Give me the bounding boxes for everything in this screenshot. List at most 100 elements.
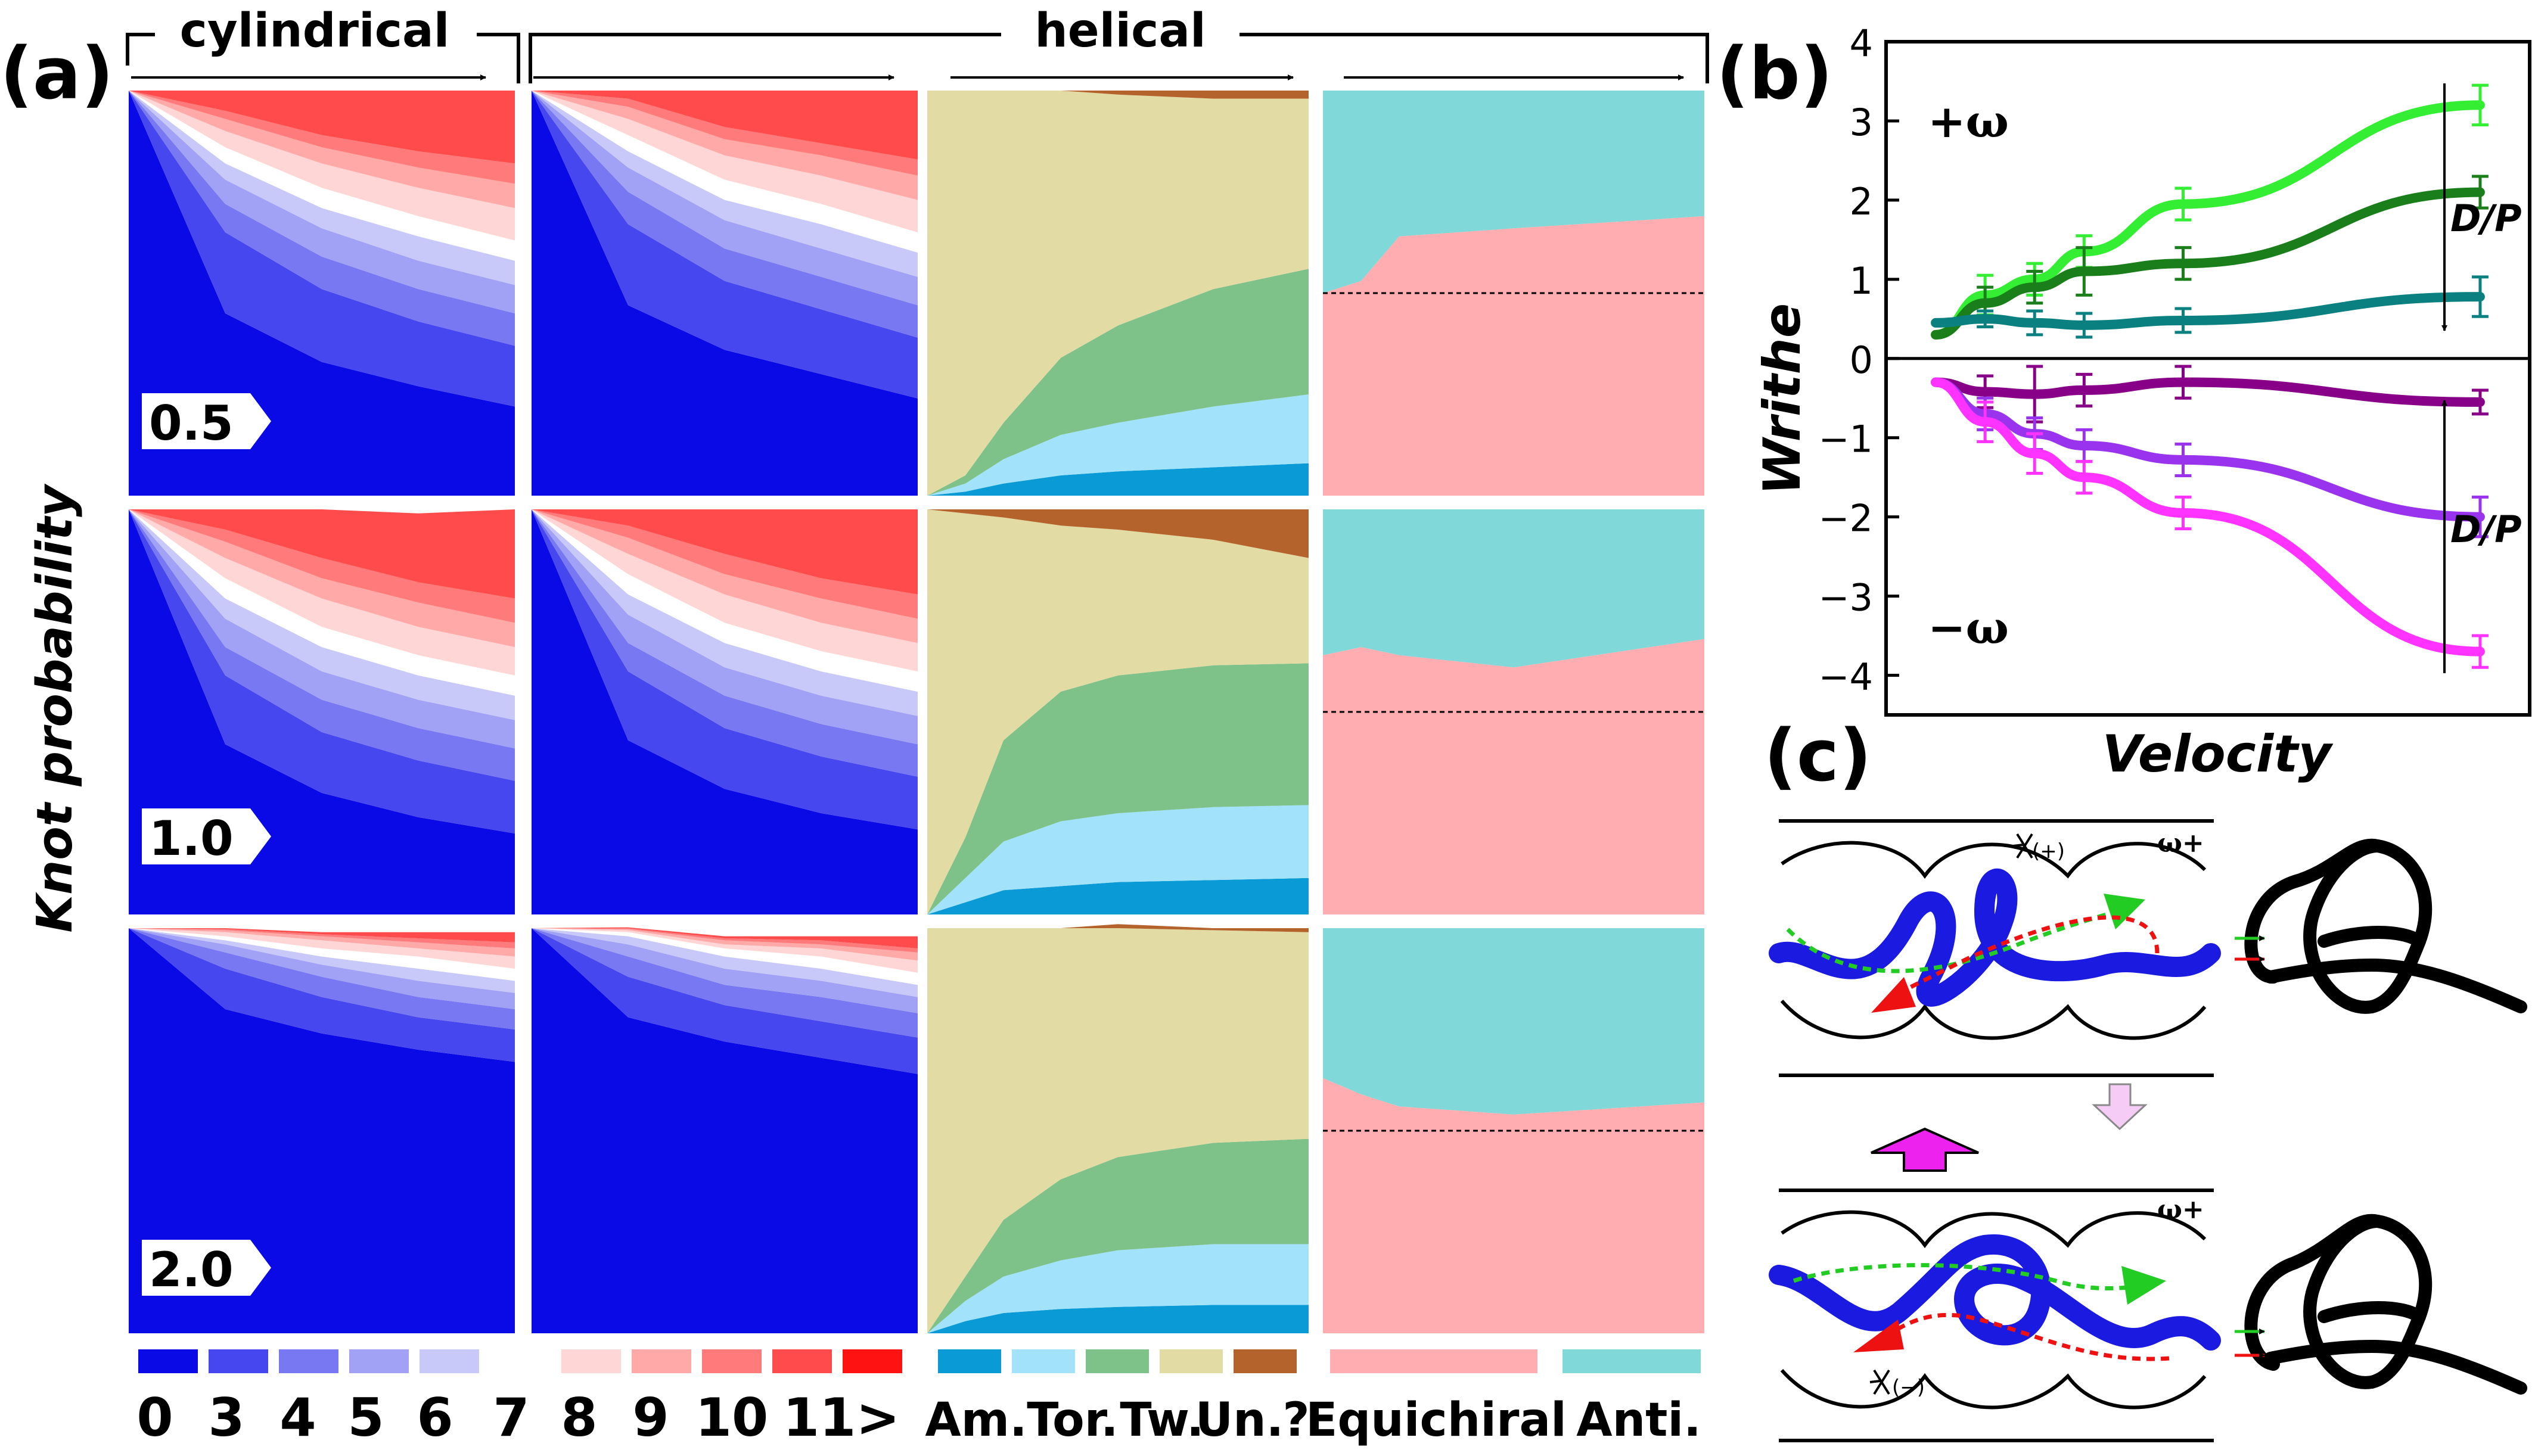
area-band-Am. <box>927 463 1309 496</box>
area-chart-grid <box>129 91 1704 1333</box>
area-band-4 <box>129 509 515 781</box>
legend-labels: 0 3 4 5 6 7 8 9 10 11> <box>136 1387 900 1448</box>
area-band-3 <box>129 509 515 833</box>
area-band-Tw. <box>927 269 1309 496</box>
area-band-Am. <box>927 878 1309 914</box>
writhe-series-2 <box>1931 275 2489 339</box>
knot-top-markers <box>2235 935 2265 962</box>
y-axis-label: Knot probability <box>27 483 83 933</box>
row-label-0: 0.5 <box>149 396 234 451</box>
area-panel-3-0 <box>1323 91 1704 496</box>
area-band-8 <box>532 91 918 232</box>
group-cylindrical-label: cylindrical <box>180 4 450 58</box>
chain-bottom <box>1769 1234 2221 1351</box>
area-band-9 <box>532 928 918 961</box>
legend-label-am: Am. <box>925 1393 1027 1447</box>
area-band-10 <box>532 91 918 176</box>
area-band-8 <box>129 928 515 969</box>
area-panel-2-0 <box>927 91 1309 496</box>
annotation-minus-omega: −ω <box>1928 601 2009 654</box>
area-band-0 <box>532 928 918 1333</box>
legend-swatch-red-1 <box>632 1349 691 1373</box>
area-band-9 <box>532 509 918 643</box>
annotation-plus-omega: +ω <box>1928 95 2009 148</box>
area-band-5 <box>532 91 918 306</box>
row-label-tag-2 <box>142 1240 271 1296</box>
area-band-5 <box>532 509 918 745</box>
area-band-Anti. <box>1323 509 1704 668</box>
area-band-Am. <box>927 1305 1309 1333</box>
area-panel-3-2 <box>1323 928 1704 1333</box>
area-band-Tw. <box>927 663 1309 914</box>
area-panel-2-2 <box>927 924 1309 1333</box>
legend-label-8: 8 <box>561 1387 597 1448</box>
area-band-Tor. <box>927 1244 1309 1333</box>
area-band-7 <box>532 91 918 253</box>
legend-swatch-type-3 <box>1160 1349 1223 1373</box>
area-band-10 <box>532 928 918 953</box>
writhe-ylabel: Writhe <box>1753 303 1812 495</box>
area-band-6 <box>532 91 918 277</box>
area-band-7 <box>532 928 918 985</box>
writhe-ytick-label: 3 <box>1850 101 1873 144</box>
area-band-6 <box>129 928 515 993</box>
legend-label-tw: Tw. <box>1120 1393 1204 1447</box>
writhe-line <box>1931 377 2485 407</box>
writhe-frame <box>1884 40 2531 717</box>
area-band-0 <box>532 91 918 496</box>
legend-swatch-blue-1 <box>209 1349 268 1373</box>
area-band-Equichiral <box>1323 216 1704 496</box>
area-band-5 <box>129 928 515 1009</box>
area-band-7 <box>532 509 918 692</box>
legend-swatch-red-3 <box>772 1349 832 1373</box>
area-band-Anti. <box>1323 91 1704 293</box>
writhe-ytick-label: 2 <box>1850 180 1873 223</box>
writhe-ytick-label: 4 <box>1850 21 1873 65</box>
knot-bottom-markers <box>2235 1329 2265 1358</box>
row-label-2: 2.0 <box>149 1242 234 1298</box>
area-band-7 <box>129 509 515 696</box>
area-panel-2-1 <box>927 509 1309 914</box>
legend-swatch-blue-4 <box>420 1349 479 1373</box>
area-band-8 <box>129 91 515 241</box>
area-band-11> <box>129 91 515 164</box>
area-band-3 <box>532 509 918 830</box>
legend-label-un: Un. <box>1195 1393 1284 1447</box>
area-band-10 <box>129 91 515 184</box>
row-label-1: 1.0 <box>149 811 234 866</box>
legend-label-anti: Anti. <box>1576 1393 1701 1447</box>
pink-down-arrow <box>2092 1083 2148 1131</box>
area-panel-0-2 <box>129 928 515 1333</box>
legend-swatch-blue-3 <box>349 1349 409 1373</box>
area-band-9 <box>532 91 918 200</box>
knot-diagram-top <box>2244 838 2527 1014</box>
panel-b-label: (b) <box>1716 33 1833 116</box>
area-band-6 <box>532 509 918 716</box>
area-band-Equichiral <box>1323 1078 1704 1333</box>
legend-label-6: 6 <box>417 1387 453 1448</box>
legend-swatch-type-1 <box>1012 1349 1075 1373</box>
area-band-8 <box>532 509 918 671</box>
writhe-ytick-label: −3 <box>1819 576 1873 620</box>
legend-label-11: 11> <box>783 1387 900 1448</box>
area-band-9 <box>129 91 515 209</box>
area-panel-1-2 <box>532 927 918 1333</box>
writhe-ytick-label: −2 <box>1819 497 1873 540</box>
legend-swatch-type-4 <box>1234 1349 1297 1373</box>
area-band-5 <box>129 509 515 749</box>
red-arrow-bottom <box>1853 1320 1904 1352</box>
area-band-3 <box>532 928 918 1074</box>
red-arrow-top <box>1871 977 1916 1013</box>
area-band-3 <box>532 91 918 399</box>
row-label-tag-0 <box>142 393 271 449</box>
legend-swatch-red-0 <box>561 1349 621 1373</box>
legend-label-equichiral: Equichiral <box>1306 1393 1567 1447</box>
area-panel-1-0 <box>532 91 918 496</box>
area-band-4 <box>532 91 918 338</box>
area-band-4 <box>532 928 918 1038</box>
panel-c-label: (c) <box>1764 715 1872 798</box>
row-label-tag-1 <box>142 808 271 864</box>
area-band-4 <box>532 509 918 777</box>
writhe-xlabel: Velocity <box>2102 724 2334 784</box>
